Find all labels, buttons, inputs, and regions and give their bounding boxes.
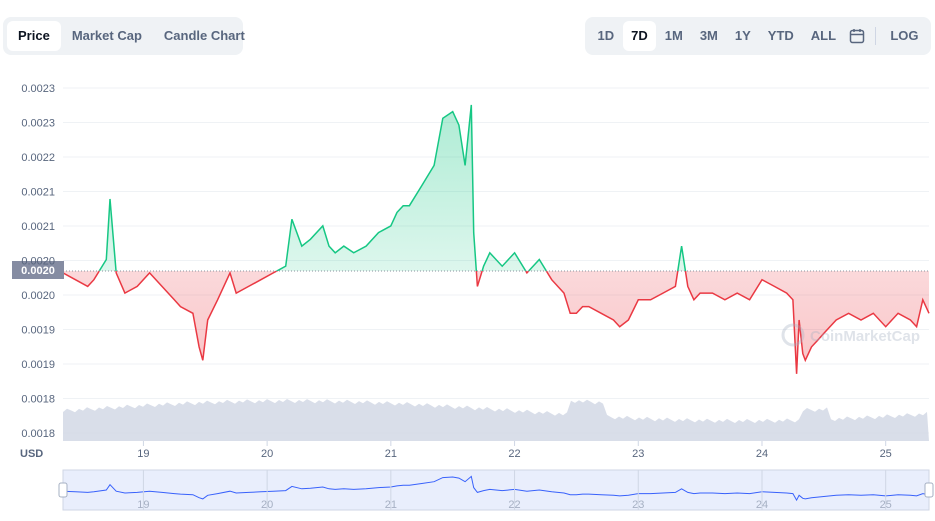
y-tick-label: 0.0020	[21, 256, 55, 268]
reference-price-label: 0.0020	[21, 265, 55, 277]
range-selector: 1D 7D 1M 3M 1Y YTD ALL LOG	[585, 17, 931, 55]
range-ytd[interactable]: YTD	[767, 28, 794, 43]
y-tick-label: 0.0021	[21, 187, 55, 199]
navigator-tick-label: 22	[508, 499, 520, 511]
range-1d[interactable]: 1D	[597, 28, 615, 43]
navigator-x-axis: 19 20 21 22 23 24 25	[137, 470, 892, 511]
navigator-tick-label: 24	[756, 499, 768, 511]
navigator-tick-label: 23	[632, 499, 644, 511]
tab-price[interactable]: Price	[7, 21, 61, 51]
range-all[interactable]: ALL	[810, 28, 837, 43]
calendar-icon[interactable]	[845, 21, 869, 51]
navigator-tick-label: 21	[385, 499, 397, 511]
grid-lines	[63, 87, 929, 434]
navigator-tick-label: 20	[261, 499, 273, 511]
coinmarketcap-logo: CoinMarketCap	[781, 323, 920, 347]
navigator-handle-right[interactable]	[924, 482, 934, 498]
navigator-tick-label: 19	[137, 499, 149, 511]
log-toggle[interactable]: LOG	[890, 28, 919, 43]
tab-candle-chart[interactable]: Candle Chart	[163, 28, 245, 43]
x-tick-label: 21	[385, 448, 397, 460]
tab-market-cap[interactable]: Market Cap	[71, 28, 142, 43]
y-tick-label: 0.0021	[21, 221, 55, 233]
reference-price-badge: 0.0020	[12, 261, 64, 279]
range-7d[interactable]: 7D	[622, 21, 657, 51]
navigator-handle-left[interactable]	[58, 482, 68, 498]
y-tick-label: 0.0023	[21, 118, 55, 130]
y-tick-label: 0.0018	[21, 428, 55, 440]
chart-type-tabs: Price Market Cap Candle Chart	[3, 17, 245, 55]
y-axis: 0.00230.00230.00220.00210.00210.00200.00…	[21, 83, 55, 440]
navigator-tick-label: 25	[880, 499, 892, 511]
area-above-reference	[63, 104, 929, 271]
x-tick-label: 20	[261, 448, 273, 460]
divider	[874, 27, 876, 45]
area-below-reference	[63, 271, 929, 374]
watermark-text: CoinMarketCap	[810, 328, 920, 345]
x-tick-label: 25	[880, 448, 892, 460]
range-1m[interactable]: 1M	[664, 28, 683, 43]
volume-fill	[63, 399, 929, 441]
price-line-up	[98, 104, 687, 271]
y-tick-label: 0.0023	[21, 83, 55, 95]
x-tick-label: 24	[756, 448, 768, 460]
range-3m[interactable]: 3M	[699, 28, 718, 43]
navigator: 19 20 21 22 23 24 25	[58, 469, 934, 511]
volume-area	[63, 399, 929, 441]
y-tick-label: 0.0019	[21, 325, 55, 337]
x-tick-label: 22	[508, 448, 520, 460]
y-tick-label: 0.0020	[21, 290, 55, 302]
x-tick-label: 23	[632, 448, 644, 460]
navigator-line	[62, 475, 930, 502]
price-line-down	[63, 271, 930, 374]
x-tick-label: 19	[137, 448, 149, 460]
y-tick-label: 0.0022	[21, 152, 55, 164]
currency-label: USD	[20, 448, 43, 460]
x-axis: 19 20 21 22 23 24 25	[137, 441, 892, 460]
y-tick-label: 0.0018	[21, 394, 55, 406]
range-1y[interactable]: 1Y	[734, 28, 751, 43]
y-tick-label: 0.0019	[21, 359, 55, 371]
